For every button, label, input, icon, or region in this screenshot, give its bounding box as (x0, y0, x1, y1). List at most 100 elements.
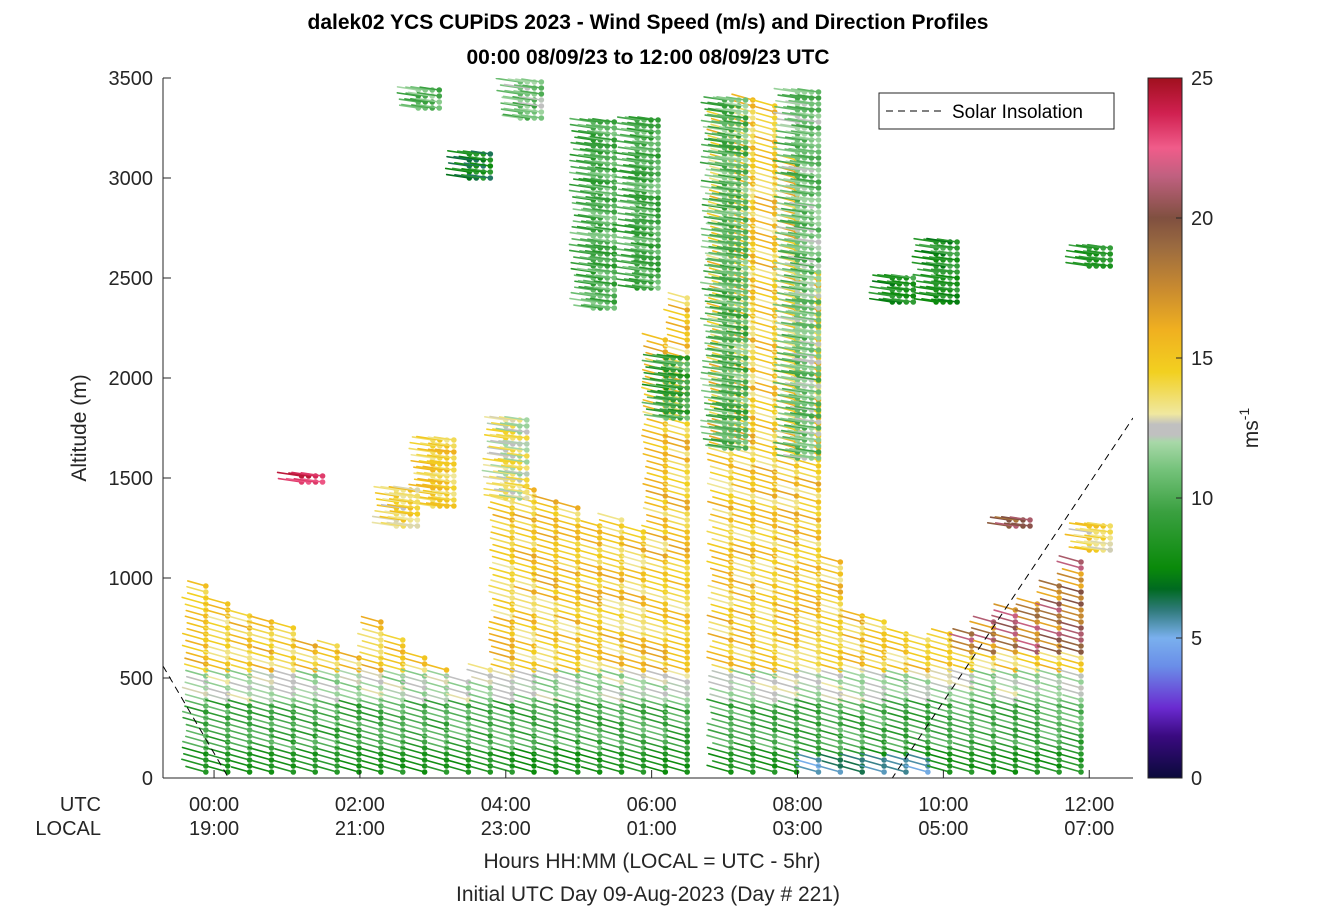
wind-barb-point (742, 325, 749, 331)
wind-barb (536, 531, 557, 539)
wind-barb-point (1056, 583, 1062, 589)
wind-barb-point (1078, 655, 1084, 661)
wind-barb (717, 312, 740, 317)
wind-barb (929, 687, 951, 695)
wind-barb (515, 664, 535, 671)
wind-barb-point (553, 769, 559, 775)
wind-barb-point (509, 643, 515, 649)
wind-barb (666, 327, 688, 335)
wind-barb (882, 746, 907, 755)
wind-barb (632, 140, 652, 145)
wind-barb (752, 453, 776, 461)
wind-barb (583, 153, 609, 159)
wind-barb (706, 764, 732, 773)
wind-barb (990, 746, 1017, 755)
wind-barb (270, 621, 295, 629)
wind-barb (926, 722, 951, 731)
wind-barb-point (640, 769, 647, 775)
wind-barb (717, 102, 740, 107)
wind-barb (797, 663, 820, 671)
wind-barb-point (859, 757, 866, 763)
wind-barb-point (611, 257, 618, 263)
wind-barb (919, 291, 944, 297)
wind-barb (973, 729, 995, 737)
wind-barb (556, 591, 579, 599)
wind-barb (907, 729, 929, 737)
wind-barb-point (742, 241, 749, 247)
wind-barb-point (793, 643, 800, 649)
wind-barb (797, 268, 820, 273)
wind-barb-point (742, 103, 749, 109)
wind-barb (617, 188, 638, 193)
wind-barb (781, 93, 806, 99)
wind-barb (1035, 710, 1060, 719)
wind-barb (514, 723, 535, 731)
wind-barb (595, 166, 616, 171)
wind-barb-point (925, 685, 931, 691)
wind-barb-point (378, 637, 384, 643)
wind-barb (536, 766, 557, 773)
wind-barb (755, 700, 776, 707)
wind-barb-point (1056, 655, 1062, 661)
wind-barb (773, 261, 799, 267)
wind-barb (521, 78, 543, 83)
wind-barb (778, 298, 799, 303)
wind-barb (1039, 747, 1060, 755)
wind-barb (666, 681, 688, 689)
wind-barb (620, 692, 645, 701)
wind-barb-point (443, 679, 450, 685)
wind-barb (292, 693, 317, 701)
wind-barb-point (815, 275, 822, 281)
wind-barb (931, 298, 951, 303)
wind-barb (207, 723, 229, 731)
wind-barb-point (742, 427, 749, 433)
wind-barb (405, 86, 427, 91)
wind-barb-point (290, 685, 297, 691)
wind-barb-point (1034, 685, 1041, 691)
wind-barb (731, 297, 754, 305)
wind-barb (722, 437, 747, 443)
wind-barb (793, 626, 820, 635)
wind-barb (794, 746, 820, 755)
wind-barb (885, 633, 907, 641)
wind-barb (666, 597, 688, 605)
wind-barb-point (662, 493, 669, 499)
wind-barb (600, 663, 623, 671)
wind-barb (568, 243, 595, 249)
wind-barb (616, 236, 638, 241)
wind-barb (410, 97, 434, 103)
wind-barb-point (662, 739, 669, 745)
wind-barb (1016, 597, 1039, 605)
wind-barb (994, 717, 1017, 725)
wind-barb (792, 226, 813, 231)
wind-barb-point (662, 757, 669, 763)
wind-barb (358, 741, 382, 749)
wind-barb-point (531, 535, 537, 541)
wind-barb (555, 711, 579, 719)
wind-barb (777, 250, 799, 255)
wind-barb-point (728, 643, 734, 649)
wind-barb (796, 123, 820, 129)
wind-barb (531, 602, 557, 611)
wind-barb (729, 668, 754, 677)
wind-barb (641, 542, 667, 551)
wind-barb (636, 242, 659, 247)
wind-barb (1037, 687, 1060, 695)
wind-barb (587, 268, 609, 273)
wind-barb-point (881, 643, 887, 649)
wind-barb-point (1012, 715, 1019, 721)
wind-barb (707, 107, 733, 113)
wind-barb-point (793, 523, 800, 529)
wind-barb (794, 476, 820, 485)
wind-barb (598, 603, 623, 611)
wind-barb (793, 213, 820, 219)
wind-barb-point (750, 199, 756, 205)
wind-barb-point (553, 631, 559, 637)
wind-barb (398, 104, 420, 109)
wind-barb (534, 615, 557, 623)
wind-barb (613, 133, 638, 139)
wind-barb-point (793, 661, 800, 667)
wind-barb-point (815, 455, 822, 461)
wind-barb (755, 376, 776, 383)
wind-barb-point (378, 745, 384, 751)
